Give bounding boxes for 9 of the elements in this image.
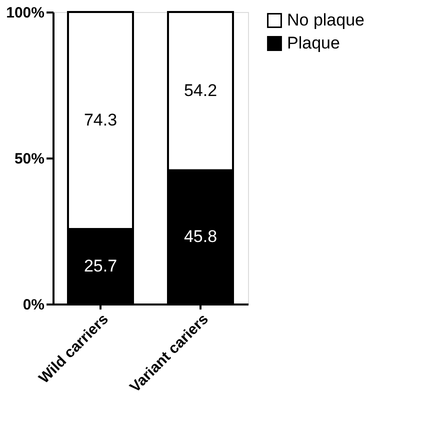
legend-label: No plaque — [287, 10, 365, 30]
y-tick-label: 100% — [6, 4, 44, 22]
legend-label: Plaque — [287, 34, 340, 52]
y-tick-label: 50% — [14, 150, 44, 168]
y-tick-label: 0% — [22, 296, 44, 314]
data-label: 45.8 — [184, 227, 218, 246]
data-label: 25.7 — [84, 256, 118, 276]
data-label: 54.2 — [184, 81, 218, 100]
data-label: 74.3 — [84, 110, 118, 130]
